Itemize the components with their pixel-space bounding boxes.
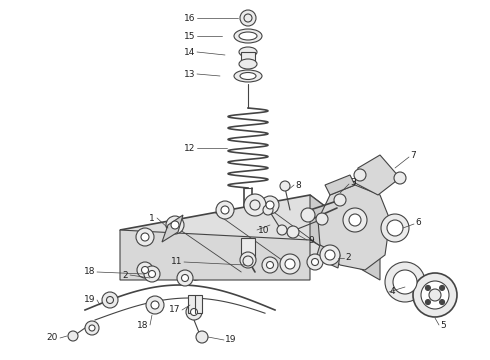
Polygon shape [316,245,340,268]
Circle shape [280,254,300,274]
Circle shape [142,266,148,274]
Bar [241,238,255,260]
Circle shape [89,325,95,331]
Circle shape [343,208,367,232]
Circle shape [177,270,193,286]
Circle shape [196,331,208,343]
Circle shape [429,289,441,301]
Ellipse shape [240,72,256,80]
Ellipse shape [239,32,257,40]
Text: 8: 8 [295,180,301,189]
Text: 1: 1 [149,213,155,222]
Circle shape [148,270,155,278]
Circle shape [421,281,449,309]
Polygon shape [318,185,390,270]
Circle shape [354,169,366,181]
Circle shape [266,201,274,209]
Text: 14: 14 [184,48,195,57]
Circle shape [425,285,430,291]
Circle shape [191,309,197,315]
Circle shape [262,257,278,273]
Text: 18: 18 [137,320,148,329]
Circle shape [440,300,444,305]
Circle shape [244,194,266,216]
Circle shape [413,273,457,317]
Text: 12: 12 [184,144,195,153]
Circle shape [440,285,444,291]
Circle shape [381,214,409,242]
Circle shape [216,201,234,219]
Circle shape [243,256,253,266]
Circle shape [166,216,184,234]
Text: 2: 2 [345,253,351,262]
Text: 20: 20 [47,333,58,342]
Text: 19: 19 [225,336,237,345]
Circle shape [394,172,406,184]
Circle shape [285,259,295,269]
Circle shape [320,245,340,265]
Text: 10: 10 [258,225,270,234]
Bar [188,295,202,313]
Ellipse shape [239,59,257,69]
Circle shape [287,226,299,238]
Ellipse shape [234,70,262,82]
Polygon shape [120,230,310,280]
Circle shape [136,228,154,246]
Circle shape [267,261,273,269]
Polygon shape [162,215,183,242]
Circle shape [240,252,256,268]
Bar [241,52,255,64]
Circle shape [261,196,279,214]
Circle shape [85,321,99,335]
Circle shape [334,194,346,206]
Circle shape [325,250,335,260]
Ellipse shape [239,47,257,57]
Ellipse shape [234,29,262,43]
Text: 4: 4 [390,288,395,297]
Circle shape [102,292,118,308]
Circle shape [312,258,318,266]
Circle shape [425,300,430,305]
Circle shape [181,274,189,282]
Text: 15: 15 [183,32,195,41]
Circle shape [240,10,256,26]
Circle shape [301,208,315,222]
Text: 5: 5 [440,320,446,329]
Polygon shape [325,175,355,195]
Circle shape [221,206,229,214]
Circle shape [151,301,159,309]
Polygon shape [120,195,380,280]
Text: 6: 6 [415,217,421,226]
Circle shape [263,205,273,215]
Polygon shape [310,195,380,280]
Circle shape [385,262,425,302]
Circle shape [68,331,78,341]
Circle shape [171,221,179,229]
Text: 3: 3 [350,177,356,186]
Text: 11: 11 [171,257,182,266]
Circle shape [387,220,403,236]
Text: 13: 13 [183,69,195,78]
Circle shape [393,270,417,294]
Circle shape [144,266,160,282]
Circle shape [146,296,164,314]
Circle shape [277,225,287,235]
Circle shape [307,254,323,270]
Circle shape [316,213,328,225]
Text: 2: 2 [122,270,128,279]
Polygon shape [355,155,400,195]
Circle shape [186,304,202,320]
Text: 16: 16 [183,14,195,23]
Text: 18: 18 [83,267,95,276]
Circle shape [141,233,149,241]
Circle shape [349,214,361,226]
Circle shape [137,262,153,278]
Text: 19: 19 [83,296,95,305]
Text: 9: 9 [308,235,314,244]
Text: 7: 7 [410,150,416,159]
Circle shape [280,181,290,191]
Text: 17: 17 [169,306,180,315]
